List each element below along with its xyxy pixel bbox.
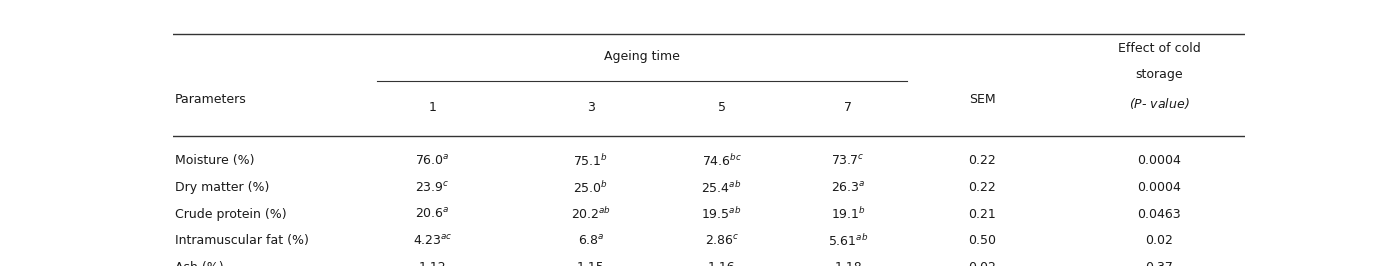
Text: 73.7$^{c}$: 73.7$^{c}$ [831,154,864,168]
Text: 5.61$^{ab}$: 5.61$^{ab}$ [828,233,869,249]
Text: Moisture (%): Moisture (%) [176,155,254,168]
Text: 74.6$^{bc}$: 74.6$^{bc}$ [701,153,741,169]
Text: 19.5$^{ab}$: 19.5$^{ab}$ [701,206,741,222]
Text: ($P$- $value$): ($P$- $value$) [1129,96,1189,111]
Text: Ageing time: Ageing time [604,50,679,63]
Text: 25.4$^{ab}$: 25.4$^{ab}$ [701,180,741,196]
Text: 3: 3 [586,101,595,114]
Text: 1.18: 1.18 [834,261,862,266]
Text: 2.86$^{c}$: 2.86$^{c}$ [704,234,739,248]
Text: 75.1$^{b}$: 75.1$^{b}$ [574,153,609,169]
Text: 25.0$^{b}$: 25.0$^{b}$ [574,180,609,196]
Text: 6.8$^{a}$: 6.8$^{a}$ [578,234,604,248]
Text: 1: 1 [429,101,436,114]
Text: 0.37: 0.37 [1145,261,1173,266]
Text: SEM: SEM [968,93,996,106]
Text: 0.0463: 0.0463 [1137,208,1181,221]
Text: 1.12: 1.12 [419,261,447,266]
Text: storage: storage [1135,68,1182,81]
Text: 7: 7 [844,101,852,114]
Text: 5: 5 [718,101,726,114]
Text: 19.1$^{b}$: 19.1$^{b}$ [831,206,866,222]
Text: 0.02: 0.02 [1145,234,1173,247]
Text: 20.6$^{a}$: 20.6$^{a}$ [415,207,449,221]
Text: Effect of cold: Effect of cold [1117,42,1200,55]
Text: 1.15: 1.15 [577,261,604,266]
Text: 0.21: 0.21 [968,208,996,221]
Text: Dry matter (%): Dry matter (%) [176,181,270,194]
Text: 0.0004: 0.0004 [1137,155,1181,168]
Text: Ash (%): Ash (%) [176,261,224,266]
Text: 1.16: 1.16 [708,261,736,266]
Text: 0.50: 0.50 [968,234,996,247]
Text: 0.22: 0.22 [968,181,996,194]
Text: 4.23$^{ac}$: 4.23$^{ac}$ [412,234,452,248]
Text: 76.0$^{a}$: 76.0$^{a}$ [415,154,449,168]
Text: 0.02: 0.02 [968,261,996,266]
Text: 26.3$^{a}$: 26.3$^{a}$ [831,181,866,195]
Text: Parameters: Parameters [176,93,246,106]
Text: 23.9$^{c}$: 23.9$^{c}$ [415,181,449,195]
Text: Intramuscular fat (%): Intramuscular fat (%) [176,234,308,247]
Text: 0.22: 0.22 [968,155,996,168]
Text: 0.0004: 0.0004 [1137,181,1181,194]
Text: 20.2$^{ab}$: 20.2$^{ab}$ [571,206,611,222]
Text: Crude protein (%): Crude protein (%) [176,208,286,221]
